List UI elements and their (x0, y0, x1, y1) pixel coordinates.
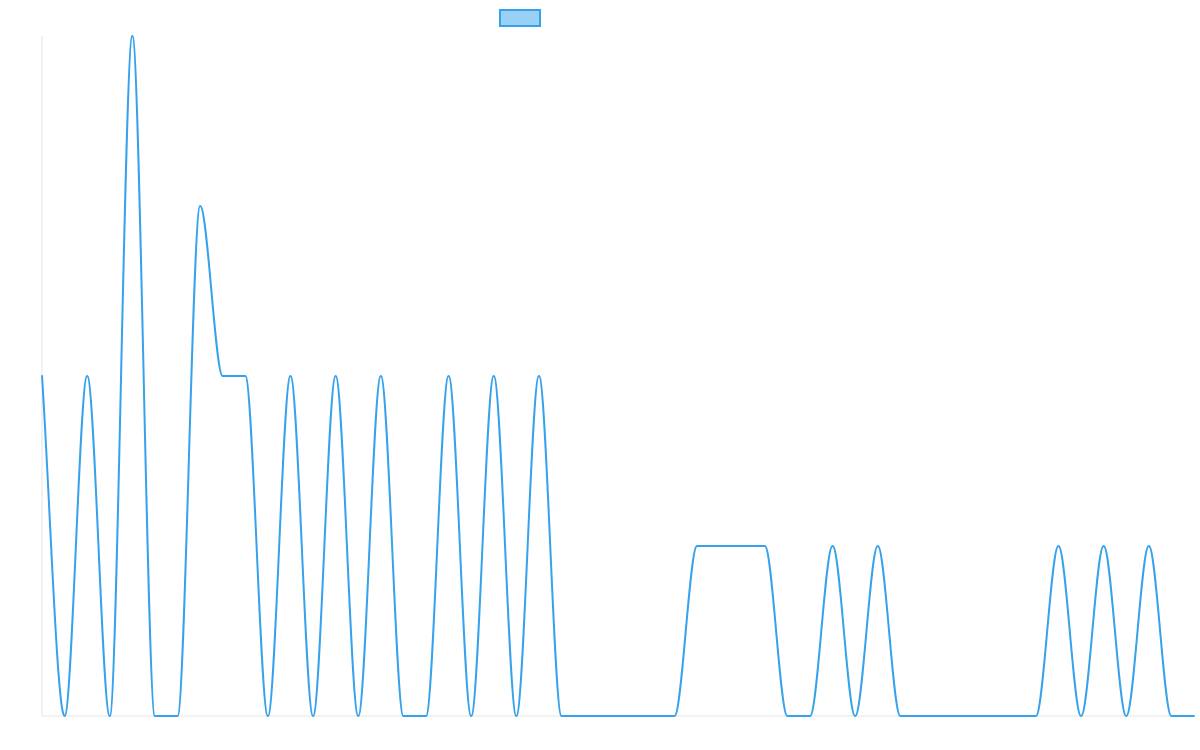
data-point[interactable] (242, 373, 248, 379)
data-point[interactable] (129, 33, 135, 39)
data-point[interactable] (694, 543, 700, 549)
data-point[interactable] (626, 713, 632, 719)
series-layer (39, 33, 1197, 719)
legend-swatch[interactable] (499, 9, 541, 27)
legend[interactable] (499, 9, 541, 27)
data-point[interactable] (310, 713, 316, 719)
data-point[interactable] (265, 713, 271, 719)
data-point[interactable] (468, 713, 474, 719)
data-point[interactable] (1078, 713, 1084, 719)
data-point[interactable] (807, 713, 813, 719)
data-point[interactable] (604, 713, 610, 719)
data-point[interactable] (400, 713, 406, 719)
data-point[interactable] (536, 373, 542, 379)
axes (41, 36, 1194, 717)
data-point[interactable] (830, 543, 836, 549)
data-point[interactable] (1168, 713, 1174, 719)
data-point[interactable] (1055, 543, 1061, 549)
data-point[interactable] (287, 373, 293, 379)
data-point[interactable] (1010, 713, 1016, 719)
data-point[interactable] (175, 713, 181, 719)
data-point[interactable] (423, 713, 429, 719)
data-point[interactable] (513, 713, 519, 719)
data-point[interactable] (784, 713, 790, 719)
data-point[interactable] (920, 713, 926, 719)
data-point[interactable] (1146, 543, 1152, 549)
data-point[interactable] (220, 373, 226, 379)
data-point[interactable] (739, 543, 745, 549)
data-point[interactable] (559, 713, 565, 719)
data-point[interactable] (671, 713, 677, 719)
data-point[interactable] (875, 543, 881, 549)
data-point[interactable] (491, 373, 497, 379)
data-point[interactable] (762, 543, 768, 549)
series-0 (39, 33, 1197, 719)
data-point[interactable] (988, 713, 994, 719)
data-point[interactable] (446, 373, 452, 379)
data-point[interactable] (355, 713, 361, 719)
data-point[interactable] (943, 713, 949, 719)
data-point[interactable] (1101, 543, 1107, 549)
data-point[interactable] (717, 543, 723, 549)
data-point[interactable] (965, 713, 971, 719)
data-point[interactable] (39, 373, 45, 379)
data-point[interactable] (852, 713, 858, 719)
data-point[interactable] (107, 713, 113, 719)
data-point[interactable] (581, 713, 587, 719)
data-point[interactable] (378, 373, 384, 379)
data-point[interactable] (152, 713, 158, 719)
data-point[interactable] (333, 373, 339, 379)
data-point[interactable] (897, 713, 903, 719)
data-point[interactable] (649, 713, 655, 719)
series-line[interactable] (41, 35, 1195, 717)
data-point[interactable] (197, 203, 203, 209)
data-point[interactable] (1033, 713, 1039, 719)
data-point[interactable] (1123, 713, 1129, 719)
data-point[interactable] (62, 713, 68, 719)
data-point[interactable] (1191, 713, 1197, 719)
data-point[interactable] (84, 373, 90, 379)
